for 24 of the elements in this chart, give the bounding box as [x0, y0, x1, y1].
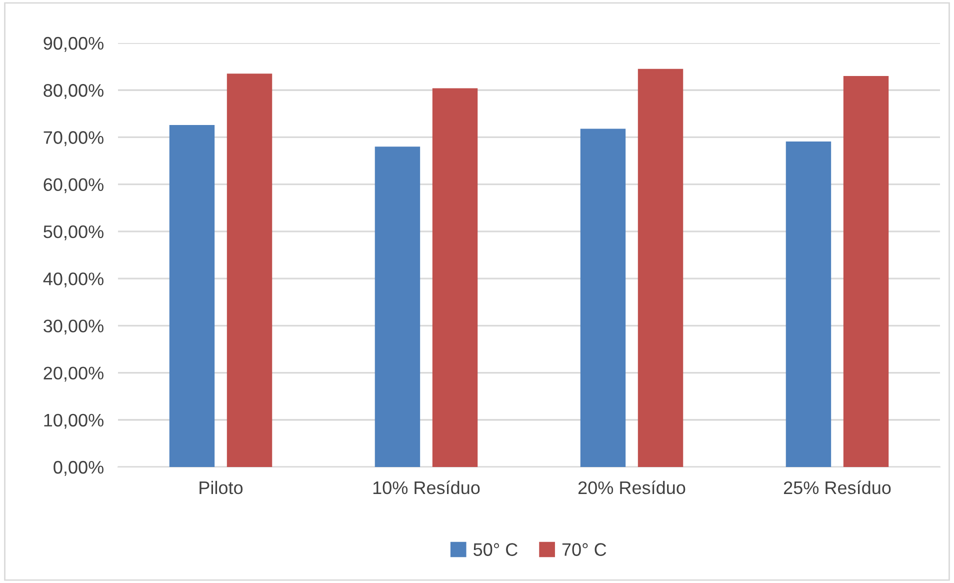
bar	[432, 88, 478, 467]
y-tick-label: 0,00%	[54, 460, 104, 476]
y-tick-label: 70,00%	[44, 131, 104, 146]
y-tick-label: 80,00%	[44, 84, 104, 99]
x-tick-label: 10% Resíduo	[373, 480, 480, 494]
y-tick-label: 90,00%	[44, 36, 104, 52]
x-tick-label: Piloto	[200, 480, 243, 494]
bar	[580, 128, 626, 467]
bar	[226, 74, 272, 467]
legend-label: 50° C	[474, 543, 518, 556]
legend-label: 70° C	[562, 543, 606, 556]
y-tick-label: 60,00%	[44, 178, 104, 194]
y-tick-label: 20,00%	[44, 366, 104, 382]
bar	[786, 141, 832, 467]
bar	[374, 146, 420, 467]
bar	[843, 76, 889, 467]
bar	[638, 68, 684, 467]
x-tick-label: 20% Resíduo	[578, 480, 686, 494]
y-tick-label: 50,00%	[44, 225, 104, 240]
y-tick-label: 40,00%	[43, 272, 104, 288]
x-tick-label: 25% Resíduo	[784, 480, 891, 494]
y-tick-label: 10,00%	[44, 414, 104, 429]
bar	[169, 124, 215, 467]
y-tick-label: 30,00%	[44, 320, 104, 335]
